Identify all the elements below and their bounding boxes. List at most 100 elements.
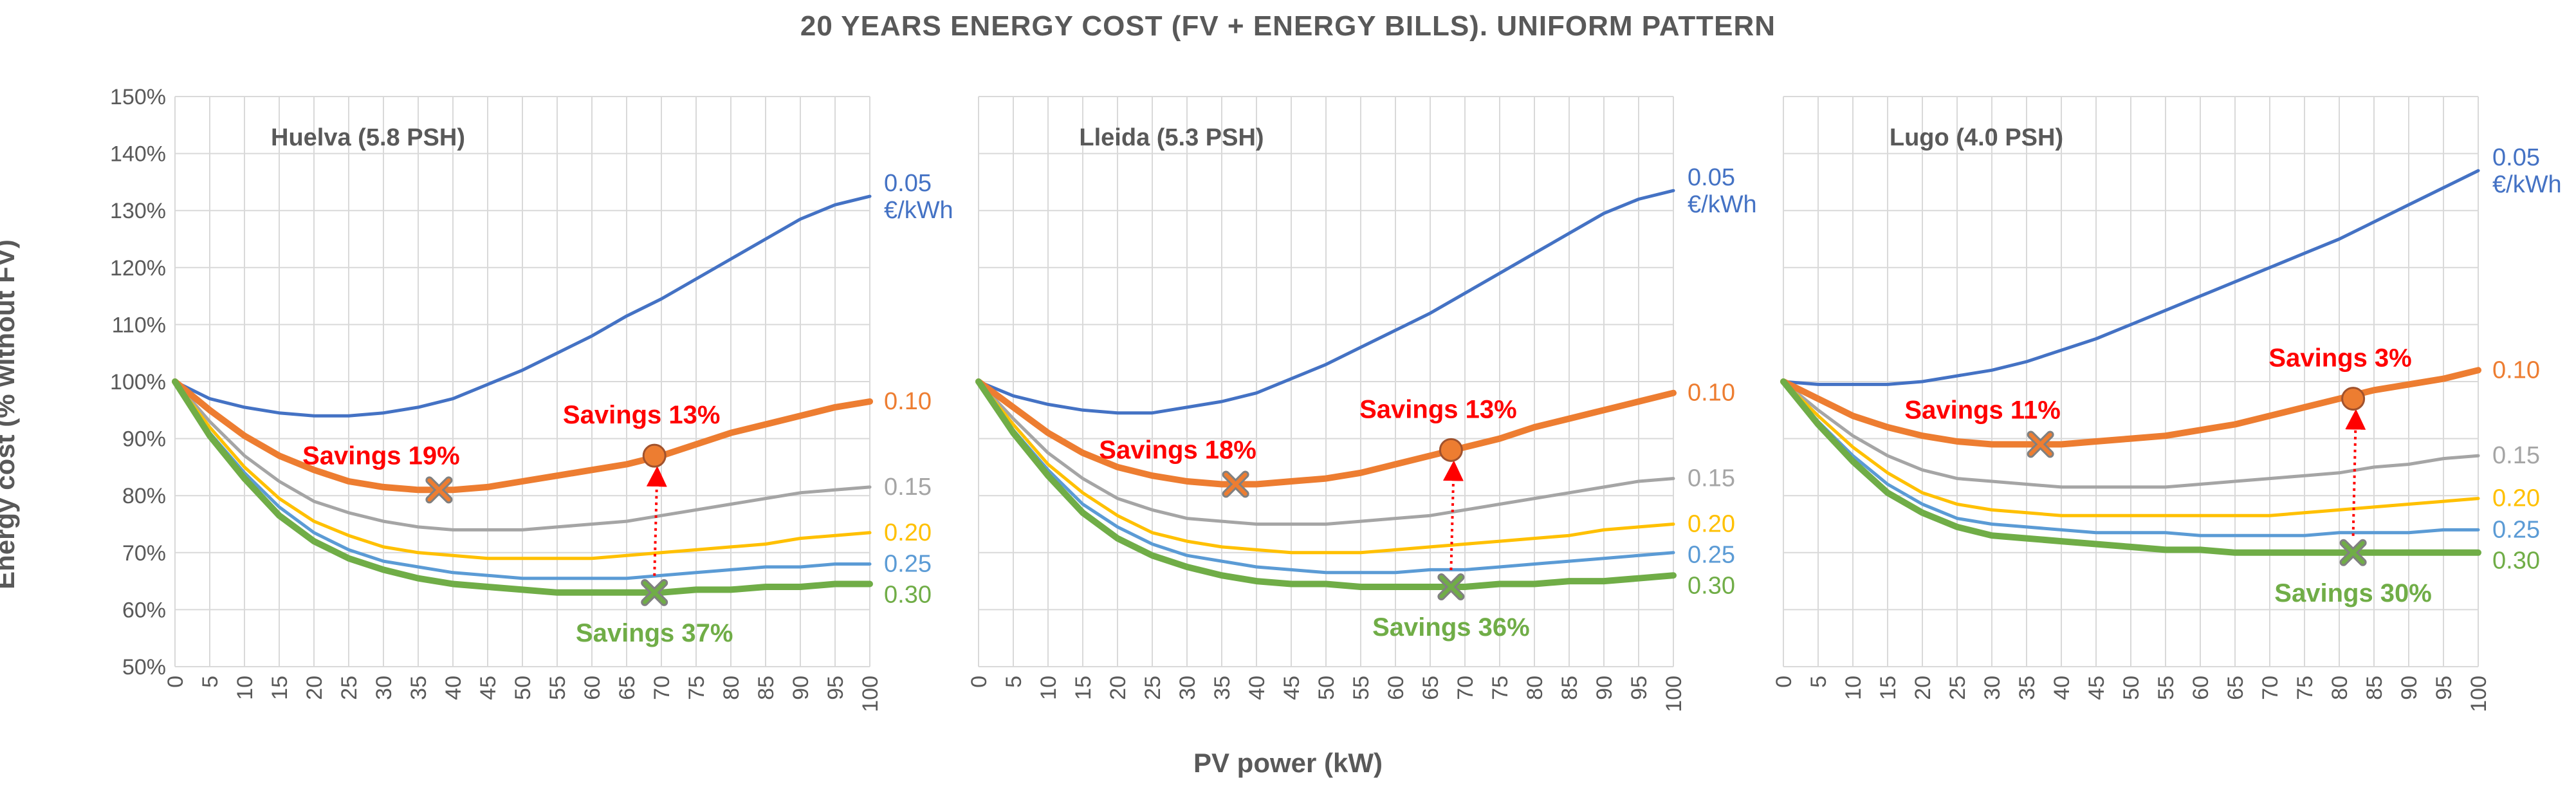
series-end-label: 0.10 <box>2492 356 2540 384</box>
marker-x <box>427 478 451 502</box>
x-tick-label: 100 <box>858 676 883 712</box>
marker-x <box>643 580 667 604</box>
y-tick-label: 130% <box>110 199 166 223</box>
marker-circle <box>2341 387 2366 411</box>
savings-label: Savings 19% <box>302 441 460 470</box>
x-tick-label: 70 <box>650 676 674 700</box>
series-end-label: 0.20 <box>884 519 932 546</box>
x-tick-label: 30 <box>1980 676 2005 700</box>
series-end-label: 0.10 <box>1688 380 1735 407</box>
x-axis-title: PV power (kW) <box>1193 748 1383 778</box>
series-line-005 <box>1781 169 2480 386</box>
y-tick-label: 50% <box>122 655 166 680</box>
marker-circle <box>642 443 667 468</box>
x-tick-label: 75 <box>2293 676 2317 700</box>
x-tick-label: 35 <box>1210 676 1235 700</box>
x-tick-label: 85 <box>1558 676 1582 700</box>
x-tick-label: 20 <box>1106 676 1130 700</box>
series-end-label: 0.30 <box>884 582 932 609</box>
x-tick-label: 25 <box>1141 676 1165 700</box>
x-tick-label: 70 <box>2258 676 2283 700</box>
series-end-label: 0.30 <box>1688 573 1735 600</box>
x-tick-label: 95 <box>823 676 848 700</box>
panel-title: Huelva (5.8 PSH) <box>271 124 465 151</box>
series-line-015 <box>173 380 872 532</box>
x-tick-label: 60 <box>1384 676 1408 700</box>
y-tick-label: 70% <box>122 541 166 566</box>
x-tick-label: 80 <box>2328 676 2352 700</box>
series-end-label: €/kWh <box>2492 171 2562 198</box>
x-tick-label: 80 <box>719 676 744 700</box>
savings-label: Savings 37% <box>576 619 733 647</box>
marker-x <box>2029 432 2052 456</box>
x-tick-label: 0 <box>967 676 991 688</box>
x-tick-label: 10 <box>233 676 257 700</box>
x-tick-label: 75 <box>1488 676 1513 700</box>
x-tick-label: 40 <box>1245 676 1269 700</box>
series-end-label: €/kWh <box>1688 191 1757 218</box>
y-tick-label: 80% <box>122 484 166 508</box>
series-end-label: €/kWh <box>884 197 953 224</box>
y-tick-label: 90% <box>122 427 166 452</box>
series-end-label: 0.25 <box>2492 516 2540 543</box>
x-tick-label: 10 <box>1036 676 1061 700</box>
series-end-label: 0.15 <box>884 474 932 501</box>
panel-title: Lleida (5.3 PSH) <box>1079 124 1264 151</box>
y-tick-label: 140% <box>110 142 166 167</box>
y-tick-label: 100% <box>110 370 166 394</box>
series-end-label: 0.30 <box>2492 547 2540 574</box>
savings-label: Savings 30% <box>2274 579 2432 607</box>
x-tick-label: 40 <box>2050 676 2074 700</box>
series-end-label: 0.15 <box>1688 465 1735 492</box>
x-tick-label: 20 <box>1911 676 1935 700</box>
x-tick-label: 65 <box>2223 676 2248 700</box>
x-tick-label: 100 <box>1662 676 1686 712</box>
x-tick-label: 35 <box>407 676 431 700</box>
x-tick-label: 5 <box>198 676 223 688</box>
x-tick-label: 95 <box>1627 676 1651 700</box>
x-tick-label: 50 <box>2119 676 2144 700</box>
x-tick-label: 10 <box>1841 676 1866 700</box>
x-tick-label: 55 <box>1349 676 1374 700</box>
x-tick-label: 60 <box>580 676 605 700</box>
series-line-015 <box>1781 380 2480 489</box>
series-end-label: 0.25 <box>884 551 932 578</box>
series-end-label: 0.25 <box>1688 542 1735 569</box>
x-tick-label: 65 <box>615 676 639 700</box>
x-tick-label: 15 <box>1071 676 1096 700</box>
marker-x <box>1224 472 1247 496</box>
savings-label: Savings 18% <box>1099 436 1256 464</box>
savings-label: Savings 13% <box>563 401 721 429</box>
x-tick-label: 85 <box>754 676 778 700</box>
savings-arrow <box>2345 409 2366 536</box>
x-tick-label: 45 <box>2084 676 2109 700</box>
series-line-020 <box>173 380 872 560</box>
x-tick-label: 0 <box>163 676 188 688</box>
series-line-015 <box>977 380 1675 526</box>
x-tick-label: 55 <box>546 676 570 700</box>
x-tick-label: 90 <box>2397 676 2422 700</box>
series-line-010 <box>975 378 1677 488</box>
savings-label: Savings 13% <box>1359 395 1517 423</box>
series-end-label: 0.20 <box>1688 511 1735 538</box>
x-tick-label: 95 <box>2432 676 2456 700</box>
series-line-025 <box>1781 380 2480 537</box>
x-tick-label: 5 <box>1807 676 1831 688</box>
y-tick-label: 120% <box>110 256 166 281</box>
x-tick-label: 15 <box>268 676 292 700</box>
x-tick-label: 65 <box>1419 676 1443 700</box>
marker-x <box>2341 541 2365 564</box>
x-tick-label: 80 <box>1523 676 1547 700</box>
series-line-005 <box>173 194 872 418</box>
panel-title: Lugo (4.0 PSH) <box>1890 124 2063 151</box>
marker-circle <box>1439 438 1463 462</box>
series-end-label: 0.05 <box>2492 144 2540 171</box>
series-line-025 <box>173 380 872 580</box>
x-tick-label: 60 <box>2189 676 2213 700</box>
x-tick-label: 45 <box>476 676 501 700</box>
x-tick-label: 25 <box>337 676 362 700</box>
y-tick-label: 60% <box>122 598 166 622</box>
x-tick-label: 85 <box>2362 676 2387 700</box>
savings-label: Savings 11% <box>1904 396 2060 424</box>
